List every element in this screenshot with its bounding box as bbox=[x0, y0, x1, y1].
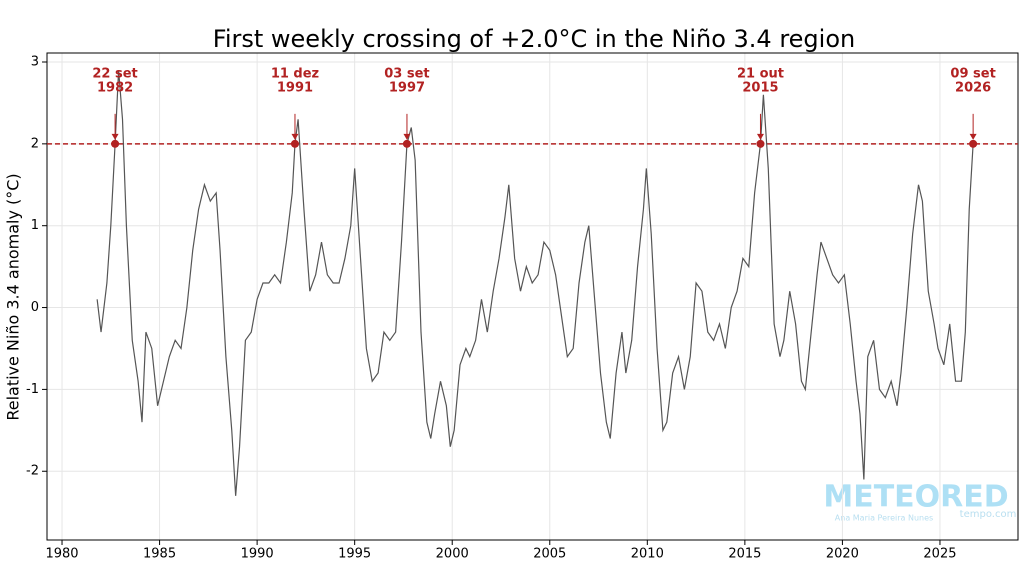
annotation-point bbox=[290, 139, 299, 148]
annotation-arrowhead bbox=[111, 133, 119, 140]
y-tick-label: 0 bbox=[31, 300, 39, 315]
x-tick-label: 1995 bbox=[338, 547, 371, 562]
y-axis-label: Relative Niño 3.4 anomaly (°C) bbox=[4, 173, 23, 420]
annotation-year: 1982 bbox=[97, 80, 133, 95]
series-line bbox=[96, 70, 974, 496]
y-tick-label: 1 bbox=[31, 218, 39, 233]
x-tick-label: 2015 bbox=[728, 547, 761, 562]
x-tick-label: 2020 bbox=[826, 547, 859, 562]
annotation-date: 21 out bbox=[737, 66, 784, 81]
annotation-point bbox=[756, 139, 765, 148]
annotation-year: 2015 bbox=[742, 80, 778, 95]
x-tick-label: 1985 bbox=[143, 547, 176, 562]
annotation-arrowhead bbox=[291, 133, 299, 140]
watermark-site: tempo.com bbox=[960, 509, 1017, 520]
x-tick-label: 1980 bbox=[45, 547, 78, 562]
x-tick-label: 2025 bbox=[923, 547, 956, 562]
annotation-date: 22 set bbox=[92, 66, 137, 81]
y-tick-label: 2 bbox=[31, 136, 39, 151]
annotation-date: 11 dez bbox=[271, 66, 319, 81]
annotation-point bbox=[969, 139, 978, 148]
annotation-year: 2026 bbox=[955, 80, 991, 95]
annotation-arrowhead bbox=[969, 133, 977, 140]
watermark-author: Ana Maria Pereira Nunes bbox=[835, 514, 933, 523]
annotation-year: 1991 bbox=[277, 80, 313, 95]
x-tick-label: 2000 bbox=[436, 547, 469, 562]
annotation-year: 1997 bbox=[389, 80, 425, 95]
y-tick-label: -1 bbox=[26, 382, 39, 397]
x-tick-label: 1990 bbox=[241, 547, 274, 562]
annotation-point bbox=[402, 139, 411, 148]
watermark-brand: METEORED bbox=[823, 480, 1008, 515]
annotation-date: 03 set bbox=[384, 66, 429, 81]
x-tick-label: 2010 bbox=[631, 547, 664, 562]
plot-frame bbox=[46, 52, 1019, 541]
chart-title: First weekly crossing of +2.0°C in the N… bbox=[213, 25, 855, 53]
annotation-arrowhead bbox=[756, 133, 764, 140]
annotation-arrowhead bbox=[403, 133, 411, 140]
y-tick-label: -2 bbox=[26, 464, 39, 479]
y-tick-label: 3 bbox=[31, 55, 39, 70]
annotation-date: 09 set bbox=[950, 66, 995, 81]
x-tick-label: 2005 bbox=[533, 547, 566, 562]
annotation-point bbox=[111, 139, 120, 148]
